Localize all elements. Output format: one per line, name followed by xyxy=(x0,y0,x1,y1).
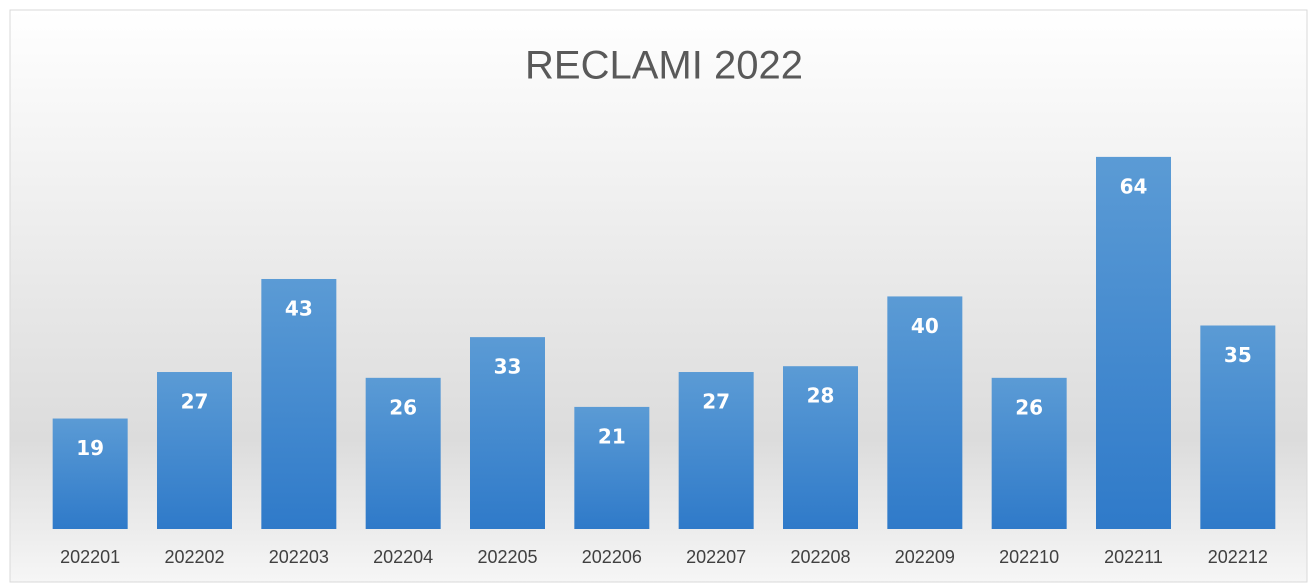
data-label: 26 xyxy=(389,395,417,419)
bar xyxy=(783,366,858,529)
x-tick-label: 202204 xyxy=(373,547,433,567)
data-label: 27 xyxy=(181,390,209,414)
x-tick-label: 202203 xyxy=(269,547,329,567)
x-tick-label: 202202 xyxy=(164,547,224,567)
data-label: 33 xyxy=(494,355,522,379)
bar xyxy=(1200,325,1276,529)
bar xyxy=(1096,156,1171,529)
bar xyxy=(261,278,337,529)
bar xyxy=(887,296,963,529)
bar xyxy=(470,337,545,529)
x-tick-label: 202210 xyxy=(999,547,1059,567)
data-label: 26 xyxy=(1015,395,1043,419)
x-tick-label: 202207 xyxy=(686,547,746,567)
x-tick-label: 202205 xyxy=(477,547,537,567)
data-label: 43 xyxy=(285,296,313,320)
data-label: 28 xyxy=(807,384,835,408)
bar xyxy=(991,377,1067,529)
x-tick-label: 202211 xyxy=(1104,547,1163,567)
x-tick-label: 202206 xyxy=(582,547,642,567)
bar xyxy=(574,406,650,529)
bar xyxy=(365,377,441,529)
data-label: 19 xyxy=(76,436,104,460)
data-label: 64 xyxy=(1120,174,1148,198)
x-tick-label: 202209 xyxy=(895,547,955,567)
bar xyxy=(157,372,232,529)
data-label: 40 xyxy=(911,314,939,338)
bar xyxy=(52,418,128,529)
bar xyxy=(678,372,754,529)
x-tick-label: 202201 xyxy=(60,547,120,567)
x-tick-label: 202212 xyxy=(1208,547,1268,567)
data-label: 35 xyxy=(1224,343,1252,367)
chart-title: RECLAMI 2022 xyxy=(525,44,803,88)
data-label: 27 xyxy=(702,390,730,414)
x-tick-label: 202208 xyxy=(790,547,850,567)
data-label: 21 xyxy=(598,424,626,448)
